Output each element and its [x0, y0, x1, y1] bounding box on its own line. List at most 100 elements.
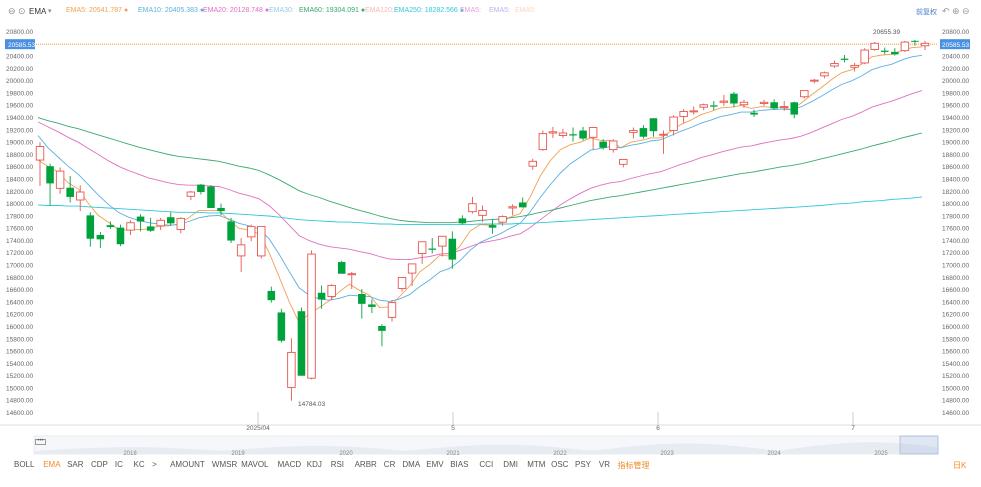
candle-body-down[interactable]	[599, 141, 607, 148]
candle-body-up[interactable]	[236, 244, 246, 257]
candle-body-down[interactable]	[579, 130, 587, 139]
candle-body-down[interactable]	[881, 50, 889, 52]
legend-item[interactable]: EMA20: 20128.748 ●	[203, 7, 270, 14]
undo-icon[interactable]: ↶	[942, 6, 950, 16]
candle-body-down[interactable]	[840, 58, 849, 60]
legend-item[interactable]: EMA10: 20405.383 ●	[138, 7, 205, 14]
candle-body-down[interactable]	[207, 186, 215, 208]
candle-body-down[interactable]	[891, 51, 899, 55]
candle-body-down[interactable]	[639, 128, 648, 137]
candle-body-up[interactable]	[397, 276, 407, 289]
tab-emv[interactable]: EMV	[426, 460, 444, 469]
candle-body-up[interactable]	[800, 90, 809, 98]
candle-body-down[interactable]	[730, 93, 738, 104]
candle-body-down[interactable]	[86, 215, 95, 239]
candle-body-up[interactable]	[920, 42, 930, 47]
candle-body-down[interactable]	[458, 218, 467, 224]
candle-body-up[interactable]	[588, 127, 598, 138]
candle-body-up[interactable]	[850, 64, 859, 68]
candle-body-up[interactable]	[719, 100, 729, 103]
legend-item[interactable]: EMA5: 20541.787 ●	[66, 7, 129, 14]
candle-body-up[interactable]	[76, 191, 85, 201]
tab-boll[interactable]: BOLL	[14, 460, 35, 469]
legend-item[interactable]: EMA5:	[460, 7, 482, 14]
collapse-icon[interactable]: ⊖	[8, 6, 16, 16]
candle-body-down[interactable]	[116, 227, 125, 245]
chevron-down-icon[interactable]: ▾	[48, 8, 52, 15]
candle-body-down[interactable]	[710, 105, 718, 107]
candle-body-up[interactable]	[548, 131, 558, 134]
candle-body-down[interactable]	[136, 216, 145, 222]
candle-body-up[interactable]	[830, 63, 839, 67]
candle-body-up[interactable]	[810, 79, 819, 82]
candle-body-up[interactable]	[820, 72, 829, 77]
candle-body-up[interactable]	[739, 101, 749, 106]
candle-body-down[interactable]	[317, 292, 326, 300]
candle-body-up[interactable]	[860, 49, 869, 64]
candle-body-up[interactable]	[438, 235, 447, 247]
tab-sar[interactable]: SAR	[67, 460, 84, 469]
candle-body-down[interactable]	[197, 184, 205, 193]
tab-osc[interactable]: OSC	[551, 460, 569, 469]
candle-body-down[interactable]	[770, 102, 778, 109]
candle-body-down[interactable]	[448, 238, 457, 260]
legend-item[interactable]: EMA5:	[515, 7, 537, 14]
tab-macd[interactable]: MACD	[277, 460, 302, 469]
tab-dma[interactable]: DMA	[402, 460, 421, 469]
tab-psy[interactable]: PSY	[575, 460, 592, 469]
candle-body-up[interactable]	[538, 133, 548, 151]
candle-body-down[interactable]	[790, 102, 799, 115]
candle-body-up[interactable]	[558, 132, 568, 136]
tab-cr[interactable]: CR	[383, 460, 396, 469]
candle-body-up[interactable]	[246, 225, 256, 238]
candle-body-up[interactable]	[669, 116, 678, 132]
settings-icon[interactable]: ⊙	[18, 6, 26, 16]
tab-cdp[interactable]: CDP	[91, 460, 108, 469]
candle-body-up[interactable]	[327, 284, 336, 297]
tab-amount[interactable]: AMOUNT	[170, 460, 205, 469]
tab-arbr[interactable]: ARBR	[354, 460, 377, 469]
candle-body-down[interactable]	[46, 166, 54, 184]
candle-body-up[interactable]	[699, 104, 708, 108]
tab-kc[interactable]: KC	[133, 460, 145, 469]
navigator-range-selector[interactable]	[899, 435, 939, 455]
candle-body-up[interactable]	[870, 42, 879, 50]
candle-body-down[interactable]	[358, 294, 366, 304]
tab-cci[interactable]: CCI	[479, 460, 494, 469]
candle-body-down[interactable]	[267, 290, 276, 301]
tab-kdj[interactable]: KDJ	[306, 460, 322, 469]
candle-body-up[interactable]	[900, 41, 910, 52]
candle-body-up[interactable]	[156, 219, 165, 227]
candle-body-down[interactable]	[96, 235, 105, 240]
candle-body-up[interactable]	[689, 110, 698, 113]
candle-body-down[interactable]	[518, 202, 527, 208]
candle-body-up[interactable]	[35, 146, 45, 161]
tab-dmi[interactable]: DMI	[503, 460, 518, 469]
tab-指标管理[interactable]: 指标管理	[617, 461, 650, 470]
candle-body-up[interactable]	[186, 191, 196, 197]
tab-ema[interactable]: EMA	[43, 460, 61, 469]
candle-body-up[interactable]	[609, 140, 618, 151]
candle-body-up[interactable]	[659, 133, 668, 136]
candle-body-up[interactable]	[468, 203, 477, 213]
tab-bias[interactable]: BIAS	[450, 460, 469, 469]
indicator-name[interactable]: EMA	[29, 7, 47, 16]
candle-body-down[interactable]	[368, 304, 376, 307]
candle-body-down[interactable]	[166, 217, 175, 224]
candle-body-down[interactable]	[66, 187, 74, 197]
navigator-handle-icon[interactable]: •••	[35, 438, 46, 445]
candle-body-up[interactable]	[528, 160, 538, 167]
candle-body-up[interactable]	[478, 209, 487, 216]
candle-body-up[interactable]	[508, 206, 517, 209]
candle-body-up[interactable]	[679, 111, 688, 117]
zoom-out-icon[interactable]: ⊖	[962, 6, 970, 16]
legend-item[interactable]: EMA30:	[269, 7, 294, 14]
candle-body-up[interactable]	[407, 263, 417, 274]
tab-rsi[interactable]: RSI	[330, 460, 345, 469]
candle-body-down[interactable]	[277, 312, 286, 341]
candle-body-down[interactable]	[911, 40, 919, 42]
candle-body-up[interactable]	[387, 302, 397, 318]
candle-body-down[interactable]	[337, 262, 346, 274]
candle-body-up[interactable]	[257, 225, 266, 257]
